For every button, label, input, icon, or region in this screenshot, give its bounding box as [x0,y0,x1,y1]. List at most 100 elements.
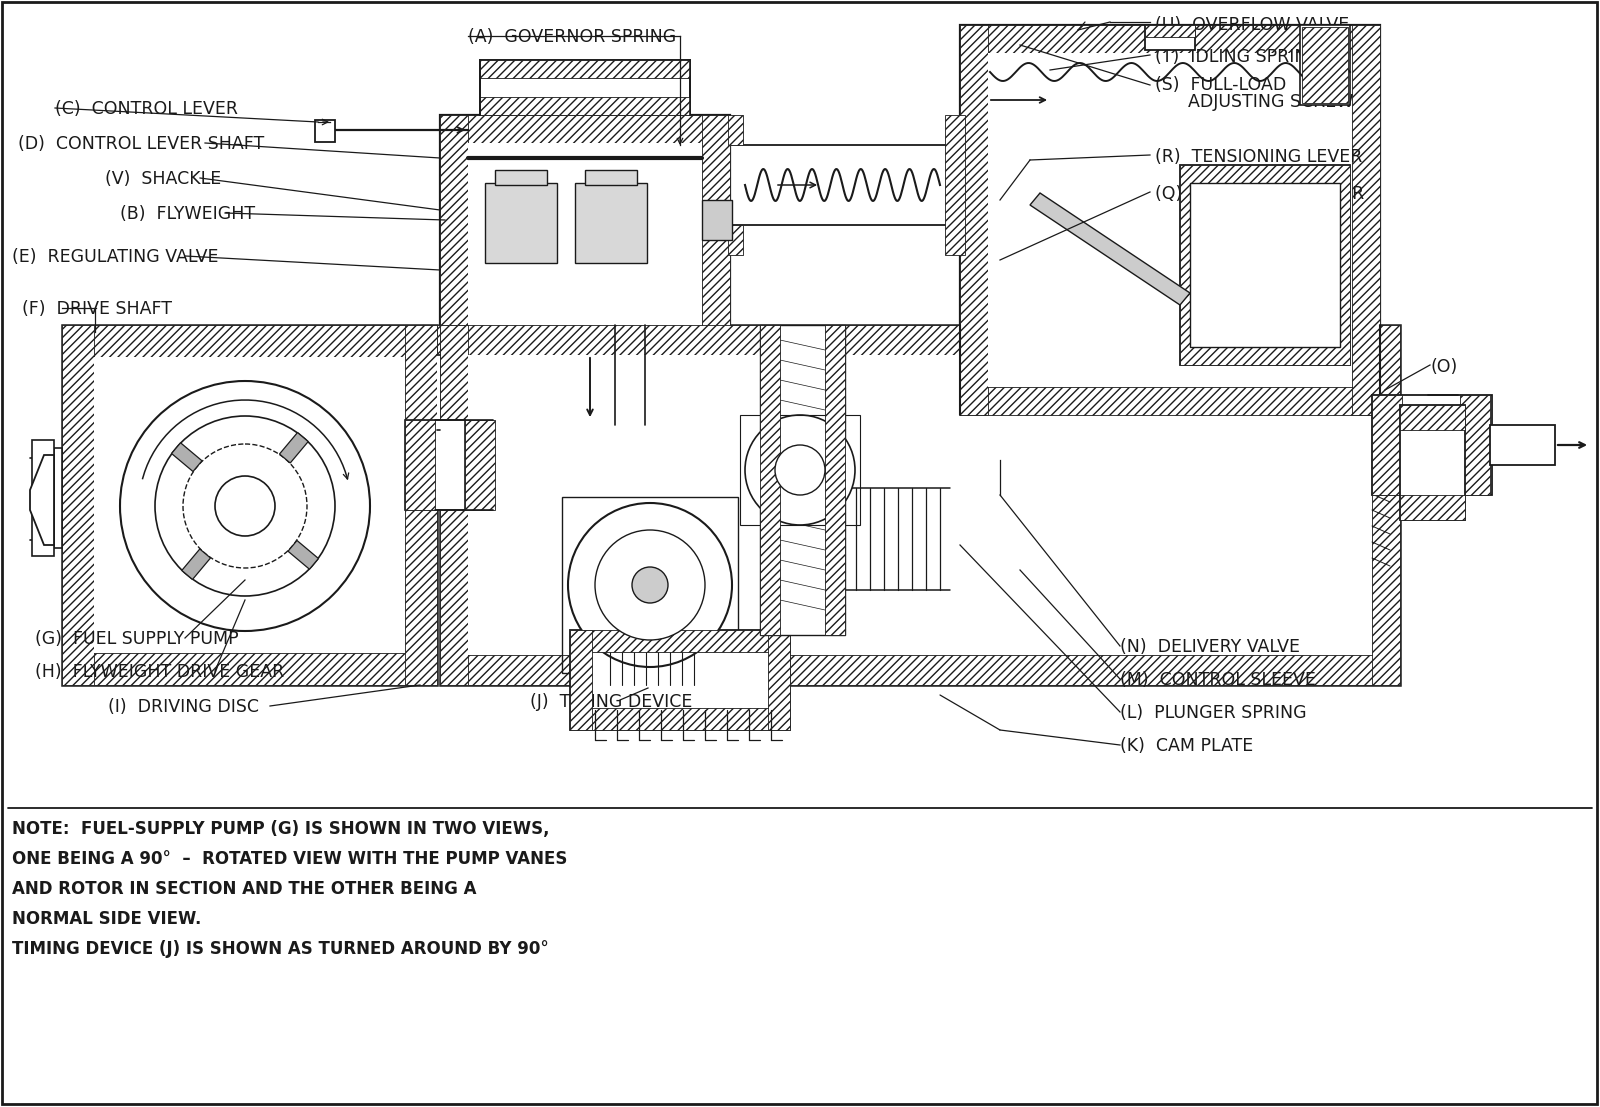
Bar [570,630,790,652]
Bar [1490,425,1555,465]
Bar [562,497,738,673]
Bar [989,53,1352,387]
Bar [440,115,467,425]
Circle shape [214,476,275,536]
Text: (J)  TIMING DEVICE: (J) TIMING DEVICE [530,693,693,711]
Text: (O): (O) [1430,358,1458,376]
Text: (T)  IDLING SPRING: (T) IDLING SPRING [1155,48,1322,66]
Bar [702,200,733,240]
Bar [1299,25,1350,105]
Polygon shape [171,443,202,472]
Text: (K)  CAM PLATE: (K) CAM PLATE [1120,737,1253,755]
Bar [1459,395,1490,495]
Bar [437,355,440,430]
Bar [960,387,1379,415]
Text: (H)  FLYWEIGHT DRIVE GEAR: (H) FLYWEIGHT DRIVE GEAR [35,663,285,681]
Bar [405,420,466,510]
Bar [437,430,440,461]
Bar [440,655,1400,685]
Bar [32,439,54,556]
Bar [760,325,845,635]
Bar [480,60,690,115]
Bar [570,630,790,730]
Bar [1400,405,1466,520]
Polygon shape [30,455,54,545]
Text: NOTE:  FUEL-SUPPLY PUMP (G) IS SHOWN IN TWO VIEWS,: NOTE: FUEL-SUPPLY PUMP (G) IS SHOWN IN T… [13,820,549,838]
Bar [1302,27,1347,103]
Bar [1373,325,1400,685]
Text: (B)  FLYWEIGHT: (B) FLYWEIGHT [120,205,254,223]
Bar [570,630,592,730]
Bar [467,355,1373,655]
Circle shape [746,415,854,525]
Bar [485,183,557,263]
Polygon shape [288,540,318,569]
Circle shape [774,445,826,495]
Text: AND ROTOR IN SECTION AND THE OTHER BEING A: AND ROTOR IN SECTION AND THE OTHER BEING… [13,880,477,898]
Circle shape [632,567,669,603]
Text: ONE BEING A 90°  –  ROTATED VIEW WITH THE PUMP VANES: ONE BEING A 90° – ROTATED VIEW WITH THE … [13,850,568,868]
Bar [494,170,547,185]
Bar [440,325,1400,355]
Bar [315,120,334,142]
Polygon shape [1030,193,1190,306]
Bar [1181,165,1350,365]
Bar [728,115,742,145]
Text: (S)  FULL-LOAD: (S) FULL-LOAD [1155,76,1286,94]
Bar [405,420,435,510]
Circle shape [595,530,706,640]
Bar [728,225,742,255]
Circle shape [120,381,370,631]
Bar [586,170,637,185]
Bar [480,60,690,77]
Bar [1400,495,1466,520]
Bar [480,97,690,115]
Bar [467,143,702,397]
Bar [440,397,730,425]
Bar [62,325,437,685]
Bar [1373,395,1402,495]
Bar [946,115,965,255]
Text: (U)  OVERFLOW VALVE: (U) OVERFLOW VALVE [1155,15,1349,34]
Bar [62,325,437,356]
Bar [1181,165,1350,365]
Text: (Q)  CORRECTOR LEVER: (Q) CORRECTOR LEVER [1155,185,1365,203]
Circle shape [155,416,334,596]
Bar [405,325,437,685]
Bar [1400,405,1466,430]
Text: (V)  SHACKLE: (V) SHACKLE [106,170,221,188]
Text: (N)  DELIVERY VALVE: (N) DELIVERY VALVE [1120,638,1299,656]
Bar [62,653,437,685]
Circle shape [568,503,733,668]
Text: ADJUSTING SCREW: ADJUSTING SCREW [1155,93,1354,111]
Bar [1146,25,1195,50]
Bar [768,630,790,730]
Text: (G)  FUEL SUPPLY PUMP: (G) FUEL SUPPLY PUMP [35,630,238,648]
Bar [440,325,1400,685]
Bar [440,115,730,143]
Bar [466,420,494,510]
Bar [960,25,1379,53]
Bar [574,183,646,263]
Text: (A)  GOVERNOR SPRING: (A) GOVERNOR SPRING [467,28,677,46]
Bar [437,325,440,355]
Text: (D)  CONTROL LEVER SHAFT: (D) CONTROL LEVER SHAFT [18,135,264,153]
Text: (I)  DRIVING DISC: (I) DRIVING DISC [109,699,259,716]
Bar [94,356,405,653]
Polygon shape [182,549,211,579]
Bar [440,115,730,425]
Bar [54,448,62,548]
Bar [826,325,845,635]
Bar [960,25,1379,415]
Bar [702,115,730,425]
Bar [1373,395,1491,495]
Text: (R)  TENSIONING LEVER: (R) TENSIONING LEVER [1155,148,1362,166]
Bar [739,415,861,525]
Bar [1352,25,1379,415]
Bar [960,25,989,415]
Text: NORMAL SIDE VIEW.: NORMAL SIDE VIEW. [13,910,202,928]
Polygon shape [280,433,309,463]
Bar [62,325,94,685]
Bar [760,325,781,635]
Bar [1146,25,1195,37]
